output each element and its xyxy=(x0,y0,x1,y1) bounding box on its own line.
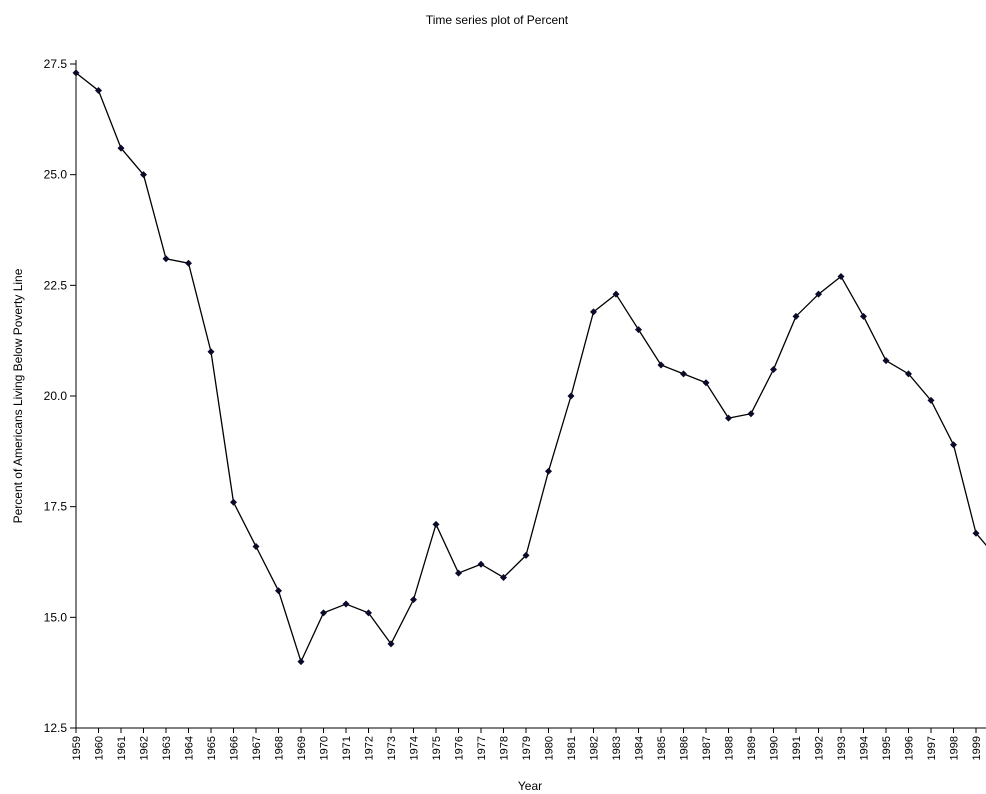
data-point-1994 xyxy=(860,312,867,320)
y-tick-label: 12.5 xyxy=(44,721,68,735)
data-point-1991 xyxy=(792,312,800,320)
data-point-1984 xyxy=(635,326,642,334)
data-point-1996 xyxy=(905,370,912,378)
y-tick-label: 17.5 xyxy=(44,500,68,514)
data-point-1968 xyxy=(275,587,282,595)
x-tick-label: 1998 xyxy=(949,736,961,760)
x-tick-label: 1975 xyxy=(431,736,443,760)
y-tick-label: 27.5 xyxy=(44,57,68,71)
data-point-1999 xyxy=(972,529,980,537)
x-tick-label: 1987 xyxy=(701,736,713,760)
x-tick-label: 1959 xyxy=(71,736,83,760)
data-point-1982 xyxy=(590,308,597,316)
x-tick-label: 1989 xyxy=(746,736,758,760)
x-tick-label: 1992 xyxy=(814,736,826,760)
x-tick-label: 1967 xyxy=(251,736,263,760)
x-tick-label: 1964 xyxy=(184,736,196,760)
y-axis-title: Percent of Americans Living Below Povert… xyxy=(11,268,25,523)
x-tick-label: 1979 xyxy=(521,736,533,760)
x-tick-label: 1984 xyxy=(634,736,646,760)
y-tick-label: 25.0 xyxy=(44,168,68,182)
series-markers xyxy=(72,69,980,666)
x-axis-title: Year xyxy=(518,779,542,793)
data-point-1967 xyxy=(252,543,260,551)
data-point-1990 xyxy=(770,365,777,373)
x-tick-label: 1991 xyxy=(791,736,803,760)
x-tick-label: 1981 xyxy=(566,736,578,760)
x-tick-label: 1982 xyxy=(589,736,601,760)
data-point-1986 xyxy=(680,370,687,378)
x-tick-label: 1995 xyxy=(881,736,893,760)
x-tick-label: 1990 xyxy=(769,736,781,760)
data-point-1988 xyxy=(725,414,732,422)
data-point-1960 xyxy=(95,87,102,95)
x-tick-label: 1983 xyxy=(611,736,623,760)
x-tick-label: 1980 xyxy=(544,736,556,760)
data-point-1972 xyxy=(365,609,372,617)
x-axis-ticks: 1959 1960 1961 1962 1963 1964 1965 1966 1967 1968… xyxy=(71,728,983,760)
x-tick-label: 1999 xyxy=(971,736,983,760)
data-point-1970 xyxy=(320,609,327,617)
data-point-1971 xyxy=(342,600,350,608)
data-point-1997 xyxy=(927,396,935,404)
x-tick-label: 1994 xyxy=(859,736,871,760)
x-tick-label: 1986 xyxy=(679,736,691,760)
x-tick-label: 1971 xyxy=(341,736,353,760)
y-tick-label: 20.0 xyxy=(44,389,68,403)
data-point-1974 xyxy=(410,596,417,604)
data-point-1983 xyxy=(612,290,620,298)
data-point-1987 xyxy=(702,379,710,387)
x-tick-label: 1966 xyxy=(229,736,241,760)
x-tick-label: 1978 xyxy=(499,736,511,760)
y-tick-label: 15.0 xyxy=(44,610,68,624)
x-tick-label: 1969 xyxy=(296,736,308,760)
x-tick-label: 1972 xyxy=(364,736,376,760)
x-tick-label: 1997 xyxy=(926,736,938,760)
data-point-1976 xyxy=(455,569,462,577)
data-point-1985 xyxy=(657,361,665,369)
x-tick-label: 1996 xyxy=(904,736,916,760)
data-point-1959 xyxy=(72,69,80,77)
data-point-1993 xyxy=(837,272,845,280)
data-point-1998 xyxy=(950,441,957,449)
data-point-1975 xyxy=(432,520,440,528)
x-tick-label: 1985 xyxy=(656,736,668,760)
data-point-1963 xyxy=(162,255,170,263)
data-point-1995 xyxy=(882,357,890,365)
data-point-1977 xyxy=(477,560,485,568)
x-tick-label: 1977 xyxy=(476,736,488,760)
y-axis-ticks: 12.5 15.0 17.5 20.0 22.5 25.0 27.5 xyxy=(44,57,76,735)
data-point-1989 xyxy=(747,410,755,418)
data-point-1969 xyxy=(297,658,305,666)
data-point-1962 xyxy=(140,171,147,179)
data-point-1964 xyxy=(185,259,192,267)
data-point-1973 xyxy=(387,640,395,648)
series-line-percent xyxy=(75,72,986,664)
x-tick-label: 1965 xyxy=(206,736,218,760)
x-tick-label: 1974 xyxy=(409,736,421,760)
data-point-1979 xyxy=(522,551,530,559)
data-point-1961 xyxy=(117,144,125,152)
x-tick-label: 1968 xyxy=(274,736,286,760)
data-point-1965 xyxy=(207,348,215,356)
x-tick-label: 1973 xyxy=(386,736,398,760)
x-tick-label: 1961 xyxy=(116,736,128,760)
x-tick-label: 1970 xyxy=(319,736,331,760)
y-tick-label: 22.5 xyxy=(44,278,68,292)
data-point-1992 xyxy=(815,290,822,298)
x-tick-label: 1988 xyxy=(724,736,736,760)
x-tick-label: 1962 xyxy=(139,736,151,760)
x-tick-label: 1963 xyxy=(161,736,173,760)
data-point-1966 xyxy=(230,498,237,506)
data-point-1981 xyxy=(567,392,575,400)
x-tick-label: 1993 xyxy=(836,736,848,760)
x-tick-label: 1976 xyxy=(454,736,466,760)
data-point-1980 xyxy=(545,467,552,475)
chart-title: Time series plot of Percent xyxy=(426,13,569,27)
x-tick-label: 1960 xyxy=(94,736,106,760)
data-point-1978 xyxy=(500,573,507,581)
